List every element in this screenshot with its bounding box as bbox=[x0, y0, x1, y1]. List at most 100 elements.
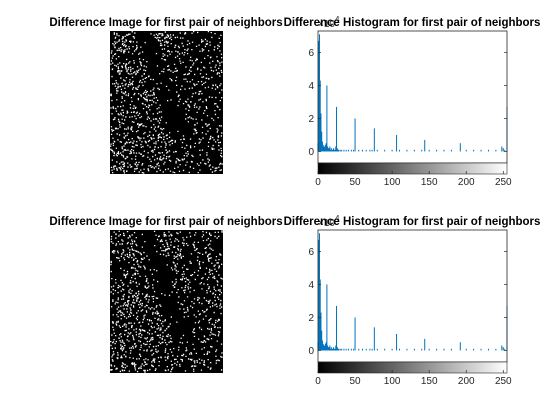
x-tick-label: 250 bbox=[495, 376, 512, 387]
histogram-bar bbox=[318, 233, 320, 351]
histogram-bar bbox=[459, 342, 461, 351]
histogram-bar bbox=[354, 118, 356, 152]
histogram-bar bbox=[336, 106, 338, 152]
y-exponent-label: 4 bbox=[335, 15, 340, 24]
x-tick-label: 0 bbox=[315, 376, 321, 387]
histogram-bar bbox=[350, 348, 352, 351]
histogram-bar bbox=[361, 149, 363, 152]
histogram-bar bbox=[502, 347, 504, 351]
x-tick-label: 50 bbox=[349, 376, 361, 387]
speckle-dots bbox=[110, 230, 223, 373]
y-tick-label: 0 bbox=[308, 346, 314, 357]
histogram-bar bbox=[334, 348, 336, 351]
x-tick-label: 0 bbox=[315, 177, 321, 188]
histogram-bar bbox=[361, 348, 363, 351]
histogram-bar bbox=[335, 146, 337, 152]
histogram-bar bbox=[487, 348, 489, 351]
histogram-title-2: Difference Histogram for first pair of n… bbox=[284, 216, 541, 228]
histogram-bar bbox=[465, 348, 467, 351]
x-tick-label: 200 bbox=[458, 177, 475, 188]
y-tick-label: 4 bbox=[308, 81, 314, 92]
y-tick-label: 2 bbox=[308, 313, 314, 324]
histogram-bar bbox=[396, 134, 398, 152]
histogram-bar bbox=[325, 342, 327, 351]
histogram-bar bbox=[347, 348, 349, 351]
histogram-bar bbox=[428, 348, 430, 351]
x-tick-label: 150 bbox=[421, 376, 438, 387]
histogram-bar bbox=[334, 149, 336, 152]
histogram-axes-2 bbox=[318, 230, 507, 362]
histogram-bar bbox=[322, 144, 324, 152]
x-tick-label: 50 bbox=[349, 177, 361, 188]
histogram-bar bbox=[480, 348, 482, 351]
histogram-bar bbox=[396, 333, 398, 351]
histogram-bar bbox=[504, 149, 506, 152]
histogram-bar bbox=[337, 149, 339, 152]
histogram-bar bbox=[324, 345, 326, 351]
histogram-bar bbox=[495, 348, 497, 351]
histogram-bar bbox=[369, 149, 371, 152]
histogram-bar bbox=[338, 149, 340, 152]
histogram-bar bbox=[318, 239, 320, 351]
histogram-bar bbox=[327, 347, 329, 351]
histogram-bar bbox=[473, 348, 475, 351]
histogram-bar bbox=[333, 149, 335, 152]
histogram-bar bbox=[424, 139, 426, 152]
histogram-bar bbox=[358, 149, 360, 152]
histogram-bar bbox=[330, 347, 332, 351]
histogram-bar bbox=[436, 149, 438, 152]
histogram-colorbar-2 bbox=[317, 361, 508, 374]
histogram-bar bbox=[413, 348, 415, 351]
histogram-bar bbox=[343, 348, 345, 351]
diff-image-1-noise bbox=[110, 31, 223, 174]
histogram-bar bbox=[347, 149, 349, 152]
histogram-bar bbox=[325, 143, 327, 152]
histogram-bar bbox=[337, 348, 339, 351]
histogram-title-1: Difference Histogram for first pair of n… bbox=[284, 17, 541, 29]
histogram-bar bbox=[330, 149, 332, 152]
histogram-bar bbox=[320, 312, 322, 351]
speckle-dots bbox=[110, 31, 223, 174]
x-tick-label: 150 bbox=[421, 177, 438, 188]
image-title-1: Difference Image for first pair of neigh… bbox=[49, 17, 282, 29]
histogram-bar bbox=[339, 149, 341, 152]
histogram-bar bbox=[450, 149, 452, 152]
histogram-bar bbox=[343, 149, 345, 152]
y-tick-label: 4 bbox=[308, 280, 314, 291]
histogram-bar bbox=[321, 340, 323, 351]
histogram-bar bbox=[373, 327, 375, 351]
histogram-bar bbox=[450, 348, 452, 351]
histogram-bar bbox=[504, 348, 506, 351]
y-exponent-label: 4 bbox=[335, 214, 340, 223]
histogram-bar bbox=[321, 131, 323, 152]
histogram-bar bbox=[436, 348, 438, 351]
histogram-bar bbox=[324, 144, 326, 152]
histogram-bar bbox=[318, 34, 320, 152]
histogram-bar bbox=[371, 348, 373, 351]
histogram-bar bbox=[333, 347, 335, 351]
histogram-bar bbox=[428, 149, 430, 152]
histogram-bar bbox=[391, 348, 393, 351]
histogram-bar bbox=[336, 305, 338, 351]
histogram-bar bbox=[341, 348, 343, 351]
histogram-bar bbox=[321, 141, 323, 152]
histogram-bar bbox=[465, 149, 467, 152]
histogram-bar bbox=[339, 348, 341, 351]
histogram-bar bbox=[335, 345, 337, 351]
histogram-bar bbox=[421, 348, 423, 351]
histogram-bar bbox=[459, 143, 461, 152]
histogram-bar bbox=[328, 148, 330, 152]
diff-image-2-noise bbox=[110, 230, 223, 373]
y-multiplier-label: ×10 bbox=[318, 19, 335, 30]
histogram-bar bbox=[406, 149, 408, 152]
histogram-bar bbox=[326, 85, 328, 152]
histogram-bar bbox=[376, 149, 378, 152]
y-tick-label: 6 bbox=[308, 247, 314, 258]
histogram-bar bbox=[323, 345, 325, 351]
histogram-bar bbox=[487, 149, 489, 152]
histogram-bar bbox=[406, 348, 408, 351]
